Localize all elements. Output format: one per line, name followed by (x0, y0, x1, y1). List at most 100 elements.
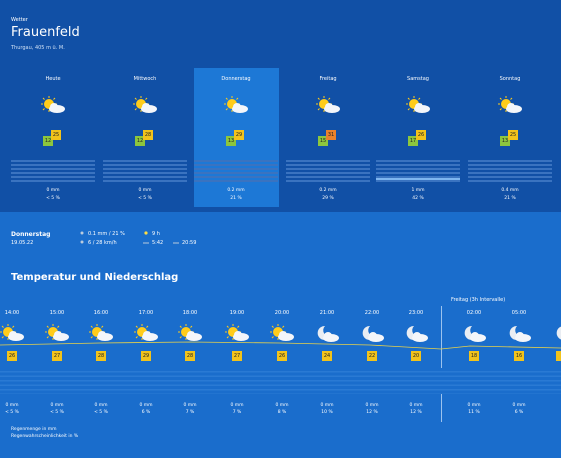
precip-stripe (286, 172, 370, 174)
precip-stripe (103, 176, 187, 178)
day-prob: 42 % (412, 196, 424, 201)
day-prob: 21 % (504, 196, 516, 201)
hour-prob: 12 % (410, 410, 422, 415)
day-precip: 1 mm (411, 188, 425, 193)
precip-stripe (376, 168, 460, 170)
hour-temp: 27 (232, 351, 242, 361)
precip-stripe (468, 176, 552, 178)
section: Wetter (11, 17, 28, 23)
day-precip: 0.2 mm (227, 188, 245, 193)
hour-icon (552, 324, 561, 344)
weather-icon (496, 96, 524, 116)
hour-prob: 8 % (277, 410, 287, 415)
hour-icon (223, 324, 251, 344)
day-name: Sonntag (499, 76, 521, 82)
precip-stripe (286, 160, 370, 162)
hour-icon (132, 324, 160, 344)
hour-time: 19:00 (229, 310, 245, 316)
precip-stripe (376, 172, 460, 174)
temp-max: 25 (51, 130, 61, 140)
precip-stripe (103, 172, 187, 174)
precip-stripe (468, 160, 552, 162)
precip-stripe (11, 180, 95, 182)
precip-stripe (194, 176, 278, 178)
hour-precip: 0 mm (409, 403, 423, 408)
temp-max: 29 (234, 130, 244, 140)
forecast-title: Temperatur und Niederschlag (11, 272, 179, 283)
temp-max: 26 (416, 130, 426, 140)
precip-stripe (468, 172, 552, 174)
hour-prob: 6 % (141, 410, 151, 415)
precip-stripe (11, 172, 95, 174)
hour-precip: 0 mm (50, 403, 64, 408)
detail-sunset: 20:59 (182, 240, 197, 246)
temp-min: 13 (226, 136, 236, 146)
precip-stripe (376, 176, 460, 178)
hour-time: 18:00 (182, 310, 198, 316)
hour-time: 02:00 (466, 310, 482, 316)
precip-stripe (376, 164, 460, 166)
temp-min: 12 (43, 136, 53, 146)
region: Thurgau, 405 m ü. M. (11, 45, 65, 51)
hour-temp: 20 (411, 351, 421, 361)
hour-precip: 0 mm (467, 403, 481, 408)
day-name: Freitag (319, 76, 337, 82)
precip-stripe (286, 164, 370, 166)
temp-min: 15 (318, 136, 328, 146)
detail-wind: 6 / 28 km/h (88, 240, 117, 246)
hour-prob: < 5 % (50, 410, 64, 415)
hour-temp: 26 (7, 351, 17, 361)
hour-prob: 10 % (321, 410, 333, 415)
hour-temp: 18 (469, 351, 479, 361)
precip-stripe (11, 164, 95, 166)
day-prob: 29 % (322, 196, 334, 201)
temp-max: 28 (143, 130, 153, 140)
weather-icon (314, 96, 342, 116)
hour-temp: 22 (367, 351, 377, 361)
hour-temp: 16 (514, 351, 524, 361)
weather-icon (39, 96, 67, 116)
precip-stripe (11, 160, 95, 162)
hour-time: 23:00 (408, 310, 424, 316)
hour-prob: 11 % (468, 410, 480, 415)
precip-level (376, 178, 460, 180)
hour-icon (460, 324, 488, 344)
hour-prob: 7 % (232, 410, 242, 415)
hour-icon (313, 324, 341, 344)
precip-stripe (468, 180, 552, 182)
hour-precip: 0 mm (230, 403, 244, 408)
weather-icon (222, 96, 250, 116)
legend-prob: Regenwahrscheinlichkeit in % (11, 434, 79, 439)
temp-min: 17 (408, 136, 418, 146)
hour-precip: 0 mm (365, 403, 379, 408)
hour-prob: 7 % (185, 410, 195, 415)
hour-prob: < 5 % (5, 410, 19, 415)
hour-icon (0, 324, 26, 344)
day-precip: 0.2 mm (319, 188, 337, 193)
weather-icon (131, 96, 159, 116)
hour-temp: 24 (322, 351, 332, 361)
hour-prob: 12 % (366, 410, 378, 415)
hour-temp: 26 (277, 351, 287, 361)
day-prob: < 5 % (138, 196, 152, 201)
precip-stripe (194, 160, 278, 162)
day-prob: < 5 % (46, 196, 60, 201)
hour-icon (268, 324, 296, 344)
precip-stripe (468, 168, 552, 170)
hour-icon (87, 324, 115, 344)
hour-temp: 29 (141, 351, 151, 361)
precip-stripe (11, 168, 95, 170)
day-name: Heute (45, 76, 61, 82)
precip-stripe (286, 168, 370, 170)
precip-stripe (286, 176, 370, 178)
hour-precip: 0 mm (139, 403, 153, 408)
detail-sun: 9 h (152, 231, 160, 237)
hour-time: 15:00 (49, 310, 65, 316)
precip-stripe (194, 180, 278, 182)
day-precip: 0 mm (46, 188, 60, 193)
detail-date: 19.05.22 (11, 240, 34, 246)
precip-stripe (103, 164, 187, 166)
next-label: Freitag (3h Intervalle) (451, 297, 506, 303)
hour-temp: 28 (185, 351, 195, 361)
